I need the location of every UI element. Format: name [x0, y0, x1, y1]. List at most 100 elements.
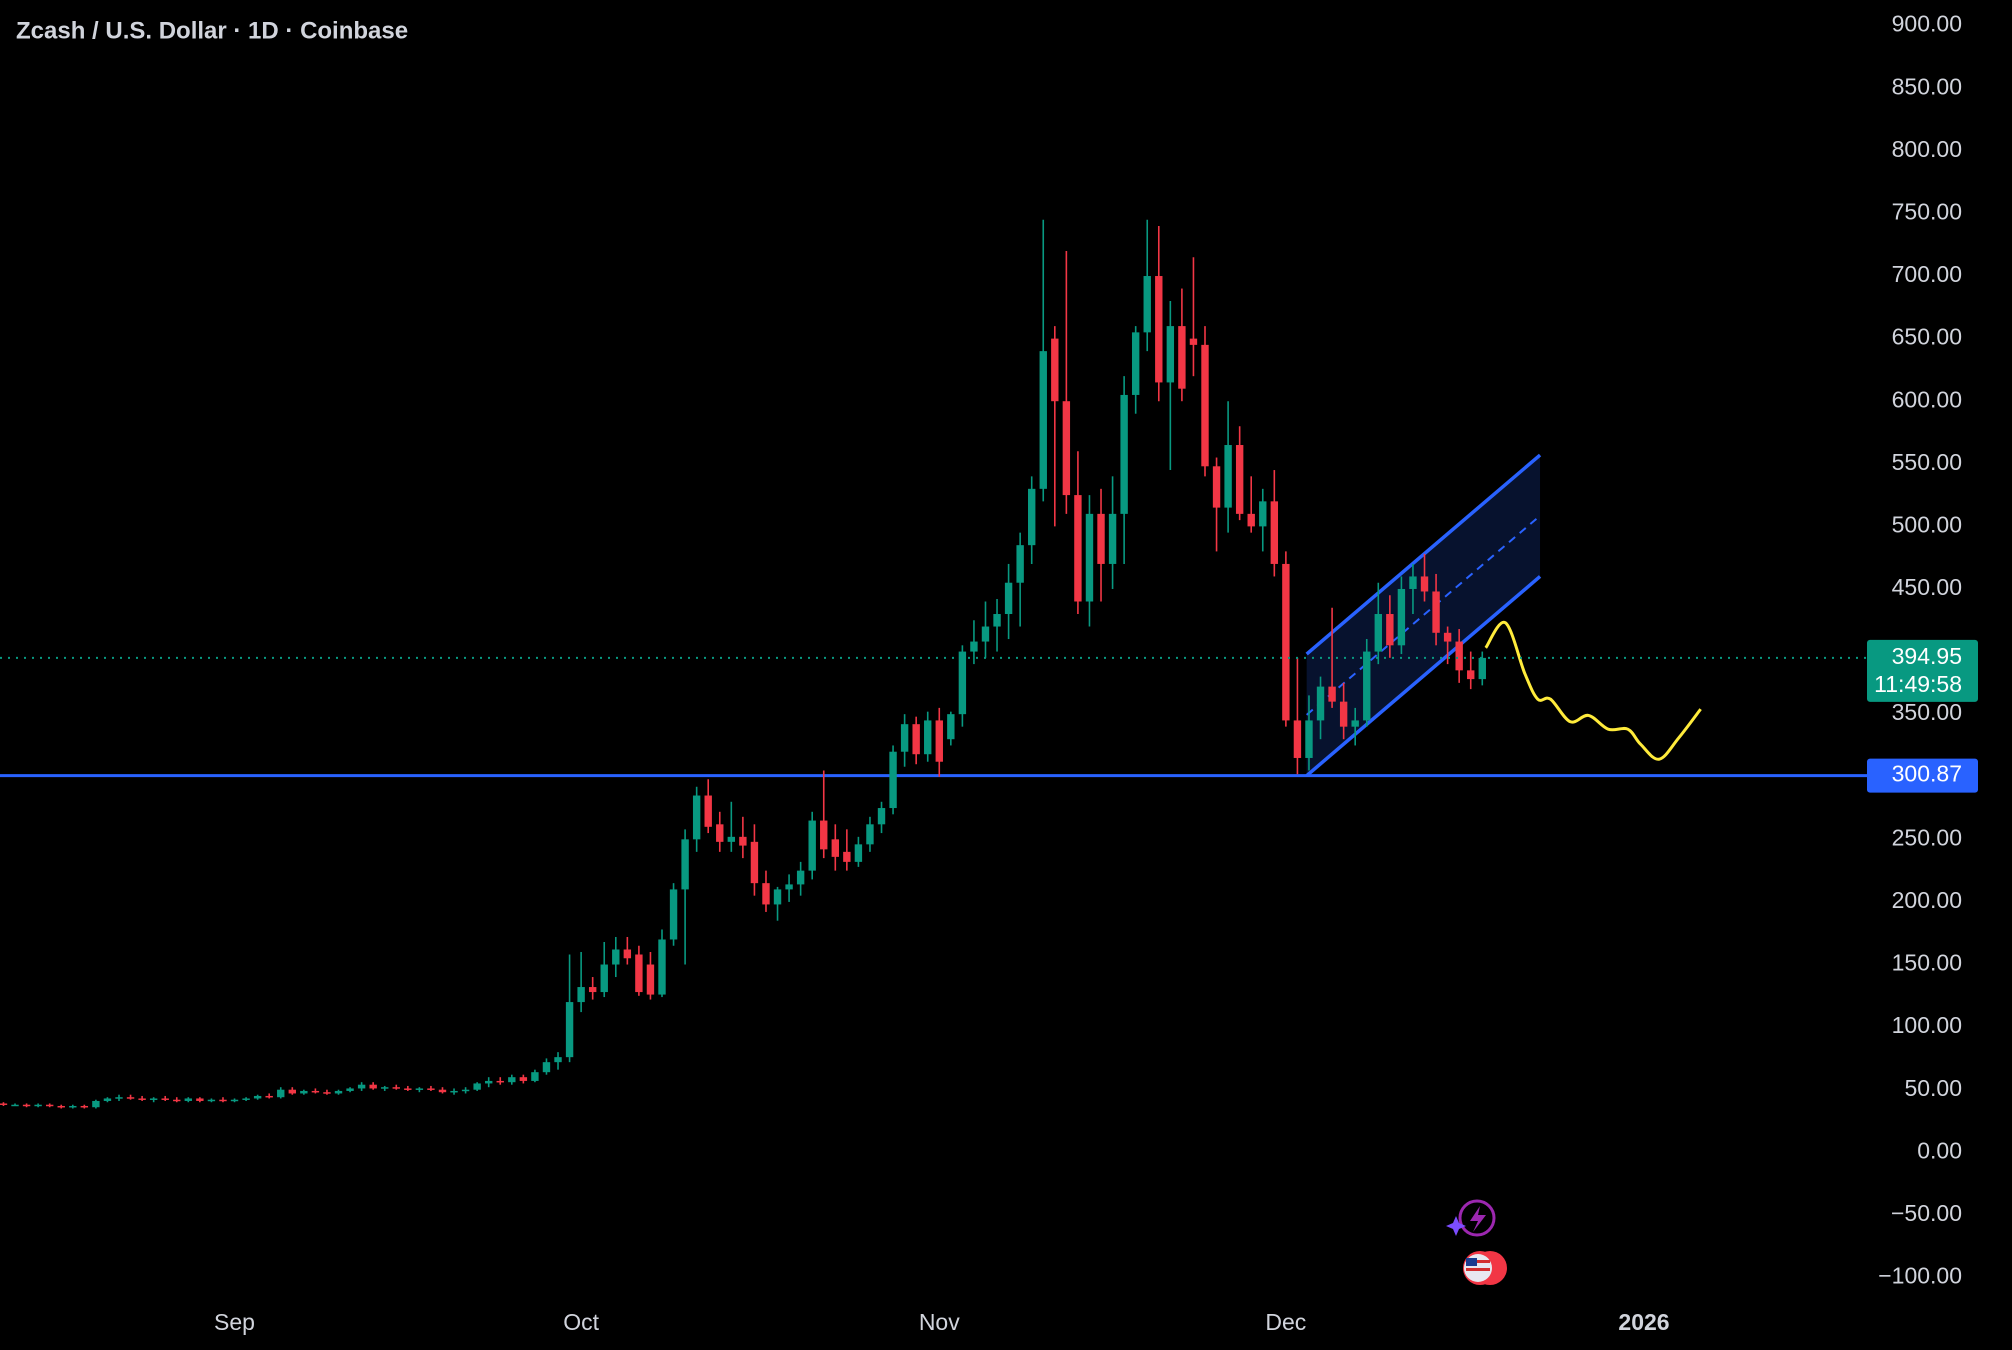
x-tick-label: Dec: [1265, 1309, 1306, 1335]
candle-body: [1085, 513, 1094, 602]
candle-body: [704, 795, 712, 827]
candle-body: [149, 1098, 158, 1100]
candle-body: [1166, 326, 1175, 383]
candle-body: [1016, 545, 1024, 583]
candle-body: [1293, 720, 1302, 758]
candle-body: [808, 820, 816, 871]
candle-body: [1074, 495, 1082, 602]
candle-body: [1305, 720, 1313, 758]
y-tick-label: 900.00: [1892, 11, 1962, 37]
x-tick-label: Nov: [919, 1309, 960, 1335]
candle-body: [1235, 445, 1244, 514]
candle-body: [1051, 338, 1059, 402]
candle-body: [912, 724, 920, 755]
candle-body: [415, 1088, 424, 1090]
chart-title: Zcash / U.S. Dollar · 1D · Coinbase: [16, 17, 408, 44]
candle-body: [843, 851, 851, 862]
candle-body: [947, 714, 955, 740]
candle-body: [1143, 276, 1151, 333]
y-tick-label: 250.00: [1892, 824, 1962, 850]
candle-body: [1363, 651, 1371, 721]
candle-body: [1212, 466, 1221, 508]
candle-body: [1270, 501, 1279, 564]
y-tick-label: 350.00: [1892, 699, 1962, 725]
candle-body: [196, 1098, 204, 1101]
candle-body: [565, 1002, 574, 1058]
candle-body: [993, 614, 1001, 627]
candle-body: [1455, 641, 1463, 671]
x-tick-label: Oct: [563, 1309, 599, 1335]
candle-body: [588, 987, 597, 993]
candle-body: [681, 839, 689, 890]
candle-body: [1201, 344, 1209, 467]
candle-body: [658, 939, 666, 995]
candle-body: [34, 1104, 42, 1107]
candle-body: [716, 824, 724, 842]
candle-body: [612, 949, 620, 965]
y-tick-label: 550.00: [1892, 449, 1962, 475]
candle-body: [970, 641, 978, 652]
candle-body: [1178, 326, 1186, 389]
candle-body: [1224, 445, 1232, 508]
candle-body: [785, 884, 793, 890]
candle-body: [0, 1103, 8, 1105]
candle-body: [323, 1092, 331, 1094]
candle-body: [692, 795, 701, 840]
candle-body: [438, 1089, 447, 1093]
y-tick-label: 100.00: [1892, 1012, 1962, 1038]
candle-body: [877, 808, 886, 825]
candle-body: [958, 651, 967, 715]
candle-body: [311, 1090, 320, 1093]
candle-body: [1282, 563, 1290, 721]
candle-body: [461, 1089, 470, 1092]
icon[interactable]: [1458, 1199, 1496, 1237]
candle-body: [646, 964, 655, 995]
icon: [1466, 1258, 1477, 1266]
candle-body: [924, 720, 932, 755]
countdown-label: 11:49:58: [1874, 671, 1962, 697]
candle-body: [542, 1062, 551, 1073]
candle-body: [230, 1099, 239, 1102]
candle-body: [496, 1080, 504, 1083]
y-tick-label: 150.00: [1892, 950, 1962, 976]
candle-body: [277, 1089, 285, 1098]
candle-body: [1097, 513, 1105, 564]
candle-body: [1155, 276, 1163, 383]
candle-body: [92, 1100, 100, 1108]
candle-body: [1386, 614, 1394, 646]
event-icons[interactable]: [1446, 1199, 1507, 1285]
y-tick-label: 450.00: [1892, 574, 1962, 600]
channel-line: [1305, 453, 1542, 656]
candle-body: [1004, 582, 1013, 615]
y-tick-label: 800.00: [1892, 136, 1962, 162]
candle-body: [889, 751, 897, 809]
candle-body: [623, 949, 632, 959]
candle-body: [80, 1105, 89, 1108]
candle-body: [1328, 686, 1336, 702]
candle-body: [103, 1098, 112, 1101]
candle-body: [242, 1098, 250, 1100]
candle-body: [831, 839, 839, 857]
candle-body: [1316, 686, 1325, 721]
candle-body: [369, 1084, 377, 1089]
candle-body: [346, 1088, 354, 1091]
candle-body: [1351, 720, 1359, 727]
candle-body: [1062, 401, 1071, 496]
candle-body: [22, 1104, 31, 1107]
candle-body: [1432, 591, 1440, 633]
candle-body: [161, 1098, 169, 1100]
candle-body: [288, 1089, 296, 1094]
candle-body: [820, 820, 828, 850]
candle-body: [219, 1099, 227, 1102]
candle-body: [1443, 632, 1452, 642]
price-label: 394.95: [1892, 643, 1962, 669]
candle-body: [635, 954, 643, 993]
candle-body: [1039, 351, 1047, 489]
candle-body: [253, 1095, 262, 1099]
x-tick-label: 2026: [1618, 1309, 1669, 1335]
projection-path: [1484, 620, 1702, 761]
candle-body: [1247, 513, 1255, 527]
candle-body: [669, 889, 678, 940]
